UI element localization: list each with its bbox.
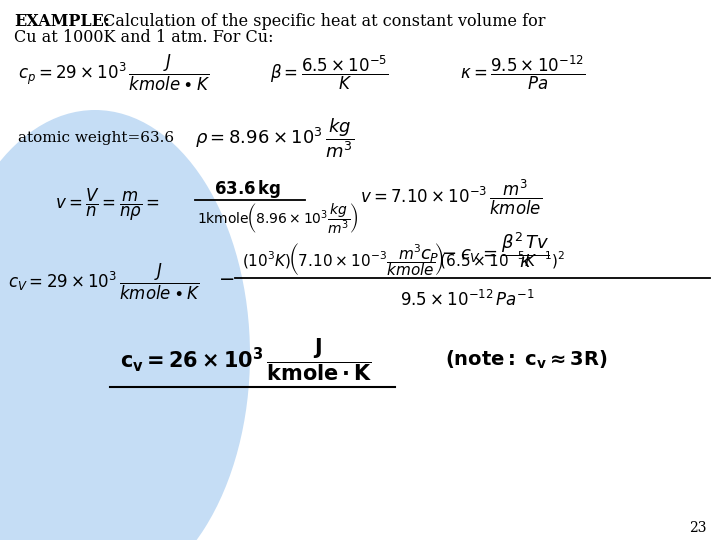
Text: $c_P - c_V = \dfrac{\beta^2 \, Tv}{\kappa}$: $c_P - c_V = \dfrac{\beta^2 \, Tv}{\kapp… (420, 230, 549, 270)
Text: $\mathbf{c_v = 26 \times 10^3 \, \dfrac{J}{kmole \bullet K}}$: $\mathbf{c_v = 26 \times 10^3 \, \dfrac{… (120, 337, 372, 383)
Text: $\kappa = \dfrac{9.5 \times 10^{-12}}{Pa}$: $\kappa = \dfrac{9.5 \times 10^{-12}}{Pa… (460, 54, 585, 92)
Text: atomic weight=63.6: atomic weight=63.6 (18, 131, 174, 145)
Text: Cu at 1000K and 1 atm. For Cu:: Cu at 1000K and 1 atm. For Cu: (14, 29, 274, 46)
Text: $(10^3 K)\!\left(7.10 \times 10^{-3} \dfrac{m^3}{kmole}\right)\!\!(6.5 \times 10: $(10^3 K)\!\left(7.10 \times 10^{-3} \df… (242, 241, 565, 279)
Text: $\mathbf{63.6\,kg}$: $\mathbf{63.6\,kg}$ (215, 178, 282, 200)
Text: $\mathbf{(note: \; c_v \approx 3R)}$: $\mathbf{(note: \; c_v \approx 3R)}$ (445, 349, 608, 371)
Text: $9.5 \times 10^{-12} \, Pa^{-1}$: $9.5 \times 10^{-12} \, Pa^{-1}$ (400, 290, 535, 310)
Text: 23: 23 (690, 521, 707, 535)
Text: $\rho = 8.96 \times 10^3 \, \dfrac{kg}{m^3}$: $\rho = 8.96 \times 10^3 \, \dfrac{kg}{m… (195, 116, 354, 160)
Text: $\mathrm{1kmole}\!\left(8.96 \times 10^3 \dfrac{kg}{m^3}\right)$: $\mathrm{1kmole}\!\left(8.96 \times 10^3… (197, 201, 359, 237)
Text: EXAMPLE:: EXAMPLE: (14, 13, 110, 30)
Text: $v = 7.10 \times 10^{-3} \, \dfrac{m^3}{kmole}$: $v = 7.10 \times 10^{-3} \, \dfrac{m^3}{… (360, 177, 542, 217)
Text: $v = \dfrac{V}{n} = \dfrac{m}{n\rho} =$: $v = \dfrac{V}{n} = \dfrac{m}{n\rho} =$ (55, 187, 160, 223)
Ellipse shape (0, 110, 250, 540)
Text: $-$: $-$ (218, 268, 234, 287)
Text: $c_V = 29 \times 10^3 \, \dfrac{J}{kmole \bullet K}$: $c_V = 29 \times 10^3 \, \dfrac{J}{kmole… (8, 262, 201, 302)
Text: $c_p = 29 \times 10^3 \, \dfrac{J}{kmole \bullet K}$: $c_p = 29 \times 10^3 \, \dfrac{J}{kmole… (18, 53, 210, 93)
Text: $\beta = \dfrac{6.5 \times 10^{-5}}{K}$: $\beta = \dfrac{6.5 \times 10^{-5}}{K}$ (270, 54, 389, 92)
Text: Calculation of the specific heat at constant volume for: Calculation of the specific heat at cons… (98, 13, 546, 30)
